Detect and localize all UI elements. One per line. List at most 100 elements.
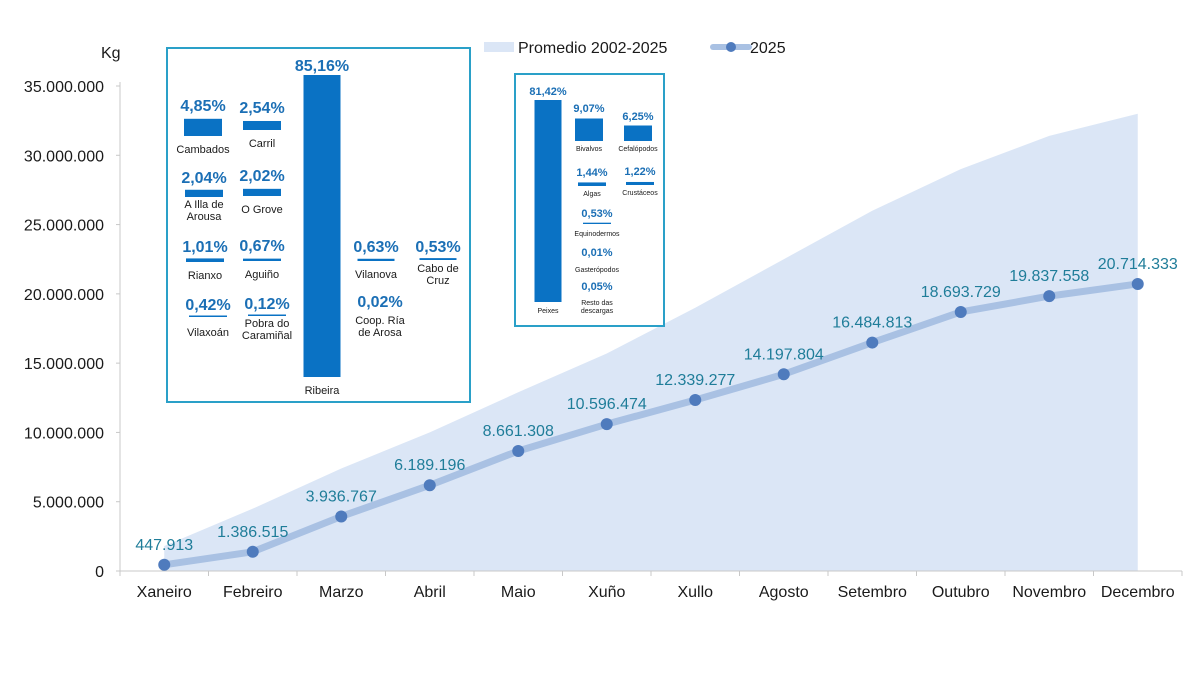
x-tick-label: Outubro xyxy=(932,584,990,601)
species-pct-label: 1,44% xyxy=(576,167,607,179)
ports-category-line: Cabo de xyxy=(417,263,459,275)
legend-swatch-2025-marker xyxy=(726,42,736,52)
ports-pct-label: 0,67% xyxy=(239,238,284,255)
x-tick-label: Marzo xyxy=(319,584,364,601)
data-point xyxy=(1043,290,1056,303)
species-pct-label: 81,42% xyxy=(529,86,567,98)
ports-category-line: Pobra do xyxy=(245,318,290,330)
ports-category-label: Aguiño xyxy=(245,269,279,281)
x-tick-label: Xaneiro xyxy=(137,584,192,601)
ports-bar-pobra-do-carami-al xyxy=(248,314,286,316)
data-label: 6.189.196 xyxy=(394,457,465,474)
legend-label-2025: 2025 xyxy=(750,40,786,57)
data-label: 16.484.813 xyxy=(832,315,912,332)
ports-pct-label: 0,53% xyxy=(415,239,460,256)
main-axis-layer: 0 5.000.000 10.000.000 15.000.000 20.000.000… xyxy=(24,45,1183,601)
x-tick-label: Febreiro xyxy=(223,584,283,601)
species-category-label: Cefalópodos xyxy=(618,146,658,153)
y-tick-label: 5.000.000 xyxy=(33,495,104,512)
ports-category-line: Rianxo xyxy=(188,270,222,282)
ports-category-label: Coop. Ría de Arosa xyxy=(355,315,405,339)
y-tick-label: 35.000.000 xyxy=(24,79,104,96)
legend-label-average: Promedio 2002-2025 xyxy=(518,40,668,57)
species-category-line: Resto das xyxy=(581,300,613,307)
y-tick-label: 25.000.000 xyxy=(24,218,104,235)
species-category-line: Gasterópodos xyxy=(575,267,619,274)
main-line-layer xyxy=(158,277,1144,571)
ports-category-label: Vilaxoán xyxy=(187,327,229,339)
ports-category-line: de Arosa xyxy=(358,327,402,339)
y-axis-unit-label: Kg xyxy=(101,45,121,62)
data-label: 1.386.515 xyxy=(217,524,288,541)
ports-category-line: Vilaxoán xyxy=(187,327,229,339)
ports-bar-agui-o xyxy=(243,258,281,261)
ports-category-line: Ribeira xyxy=(305,385,341,397)
species-category-line: Crustáceos xyxy=(622,190,658,197)
species-category-line: Peixes xyxy=(537,308,559,315)
ports-category-line: Carril xyxy=(249,138,275,150)
data-label: 447.913 xyxy=(135,537,193,554)
x-tick-label: Novembro xyxy=(1012,584,1086,601)
data-point xyxy=(689,394,702,407)
species-category-label: Crustáceos xyxy=(622,190,658,197)
data-point xyxy=(158,558,171,571)
species-category-line: Equinodermos xyxy=(574,231,620,238)
species-category-line: Algas xyxy=(583,191,601,198)
ports-category-line: Aguiño xyxy=(245,269,279,281)
ports-bar-ribeira xyxy=(303,75,341,377)
x-tick-label: Setembro xyxy=(838,584,907,601)
data-point xyxy=(600,418,613,431)
y-tick-label: 0 xyxy=(95,564,104,581)
species-bar-crust-ceos xyxy=(626,181,654,185)
ports-bar-vilaxo-n xyxy=(189,315,227,317)
data-point xyxy=(866,336,879,349)
species-category-label: Resto das descargas xyxy=(581,300,614,315)
ports-bar-vilanova xyxy=(357,258,395,261)
species-pct-label: 0,53% xyxy=(581,208,612,220)
ports-pct-label: 2,02% xyxy=(239,168,284,185)
ports-pct-label: 0,63% xyxy=(353,239,398,256)
average-area xyxy=(164,113,1138,571)
x-tick-label: Abril xyxy=(414,584,446,601)
ports-category-line: Caramiñal xyxy=(242,330,292,342)
ports-pct-label: 0,12% xyxy=(244,296,289,313)
ports-pct-label: 4,85% xyxy=(180,98,225,115)
data-point xyxy=(1131,277,1144,290)
inset-species-chart: 81,42% Peixes 9,07% Bivalvos 6,25% Cefalópodo… xyxy=(514,73,665,327)
ports-pct-label: 0,42% xyxy=(185,297,230,314)
ports-category-line: O Grove xyxy=(241,204,283,216)
ports-category-label: Rianxo xyxy=(188,270,222,282)
ports-pct-label: 2,54% xyxy=(239,100,284,117)
species-category-label: Peixes xyxy=(537,308,559,315)
main-area-layer xyxy=(164,113,1138,571)
ports-category-label: Cabo de Cruz xyxy=(417,263,459,287)
ports-category-line: Vilanova xyxy=(355,269,398,281)
x-tick-label: Agosto xyxy=(759,584,809,601)
data-label: 18.693.729 xyxy=(921,284,1001,301)
ports-category-label: Pobra do Caramiñal xyxy=(242,318,292,342)
ports-category-line: Arousa xyxy=(187,211,223,223)
main-label-layer: 447.913 1.386.515 3.936.767 6.189.196 8.661.… xyxy=(135,256,1178,554)
data-point xyxy=(246,545,259,558)
x-tick-label: Maio xyxy=(501,584,536,601)
data-label: 12.339.277 xyxy=(655,372,735,389)
species-pct-label: 0,01% xyxy=(581,247,612,259)
species-bar-peixes xyxy=(534,100,562,302)
ports-bar-carril xyxy=(243,120,281,130)
species-pct-label: 9,07% xyxy=(573,103,604,115)
species-bar-bivalvos xyxy=(575,118,603,141)
ports-pct-label: 0,02% xyxy=(357,294,402,311)
data-label: 8.661.308 xyxy=(483,423,554,440)
ports-category-label: Ribeira xyxy=(305,385,341,397)
data-label: 10.596.474 xyxy=(567,396,647,413)
data-label: 14.197.804 xyxy=(744,346,824,363)
species-category-label: Equinodermos xyxy=(574,231,620,238)
data-label: 20.714.333 xyxy=(1098,256,1178,273)
y-tick-label: 20.000.000 xyxy=(24,287,104,304)
species-pct-label: 6,25% xyxy=(622,111,653,123)
species-category-label: Algas xyxy=(583,191,601,198)
ports-bar-rianxo xyxy=(186,258,224,262)
species-category-line: Bivalvos xyxy=(576,146,603,153)
x-tick-label: Xuño xyxy=(588,584,625,601)
